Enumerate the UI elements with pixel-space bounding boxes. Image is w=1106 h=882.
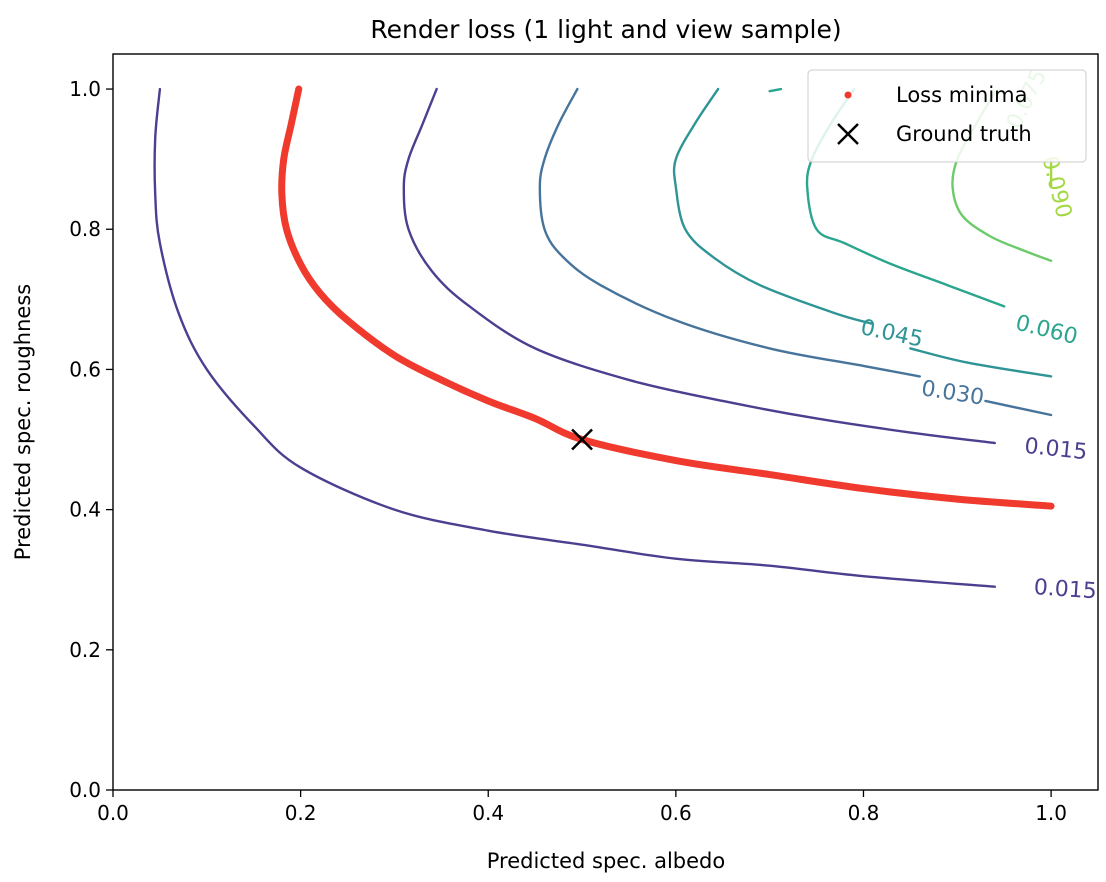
legend-label-loss-minima: Loss minima bbox=[896, 83, 1028, 107]
legend-box bbox=[807, 69, 1087, 163]
x-tick-label-5: 1.0 bbox=[1035, 801, 1067, 825]
x-axis-title: Predicted spec. albedo bbox=[487, 849, 725, 873]
chart-title: Render loss (1 light and view sample) bbox=[370, 15, 841, 44]
y-axis-title: Predicted spec. roughness bbox=[11, 284, 35, 560]
contour-label-4: 0.060 bbox=[1013, 311, 1080, 350]
contour-line-0.015-1 bbox=[402, 87, 997, 445]
x-tick-label-3: 0.6 bbox=[660, 801, 692, 825]
contour-line-0.015-0 bbox=[153, 87, 997, 588]
contour-line-0.045-5 bbox=[909, 347, 1053, 378]
x-tick-label-1: 0.2 bbox=[285, 801, 317, 825]
loss-minima-series bbox=[278, 85, 1055, 510]
x-tick-label-0: 0.0 bbox=[97, 801, 129, 825]
legend: Loss minima Ground truth bbox=[807, 69, 1087, 163]
x-tick-label-2: 0.4 bbox=[472, 801, 504, 825]
contour-line-0.045-4 bbox=[672, 87, 875, 326]
y-tick-label-2: 0.4 bbox=[69, 498, 101, 522]
ground-truth-marker bbox=[571, 428, 593, 451]
y-tick-label-0: 0.0 bbox=[69, 778, 101, 802]
x-tick-label-4: 0.8 bbox=[848, 801, 880, 825]
plot-frame bbox=[112, 53, 1099, 791]
contour-line-0.030-3 bbox=[984, 399, 1053, 417]
y-tick-label-1: 0.2 bbox=[69, 638, 101, 662]
legend-marker-loss-minima bbox=[844, 91, 852, 99]
contour-line-0.060-7 bbox=[768, 87, 783, 93]
legend-marker-ground-truth bbox=[837, 123, 859, 145]
axis-ticks: 0.0 0.2 0.4 0.6 0.8 1.0 0.0 0.2 0.4 0.6 0.8 1.0 bbox=[69, 77, 1067, 825]
y-tick-label-4: 0.8 bbox=[69, 217, 101, 241]
contour-label-1: 0.015 bbox=[1023, 434, 1088, 465]
y-tick-label-5: 1.0 bbox=[69, 77, 101, 101]
contour-line-0.030-2 bbox=[538, 87, 921, 378]
contour-label-0: 0.015 bbox=[1033, 575, 1098, 604]
contour-label-3: 0.045 bbox=[858, 315, 925, 353]
y-tick-label-3: 0.6 bbox=[69, 357, 101, 381]
contour-label-6: 0.090 bbox=[1037, 153, 1076, 220]
legend-label-ground-truth: Ground truth bbox=[896, 122, 1032, 146]
contour-label-2: 0.030 bbox=[920, 376, 986, 411]
